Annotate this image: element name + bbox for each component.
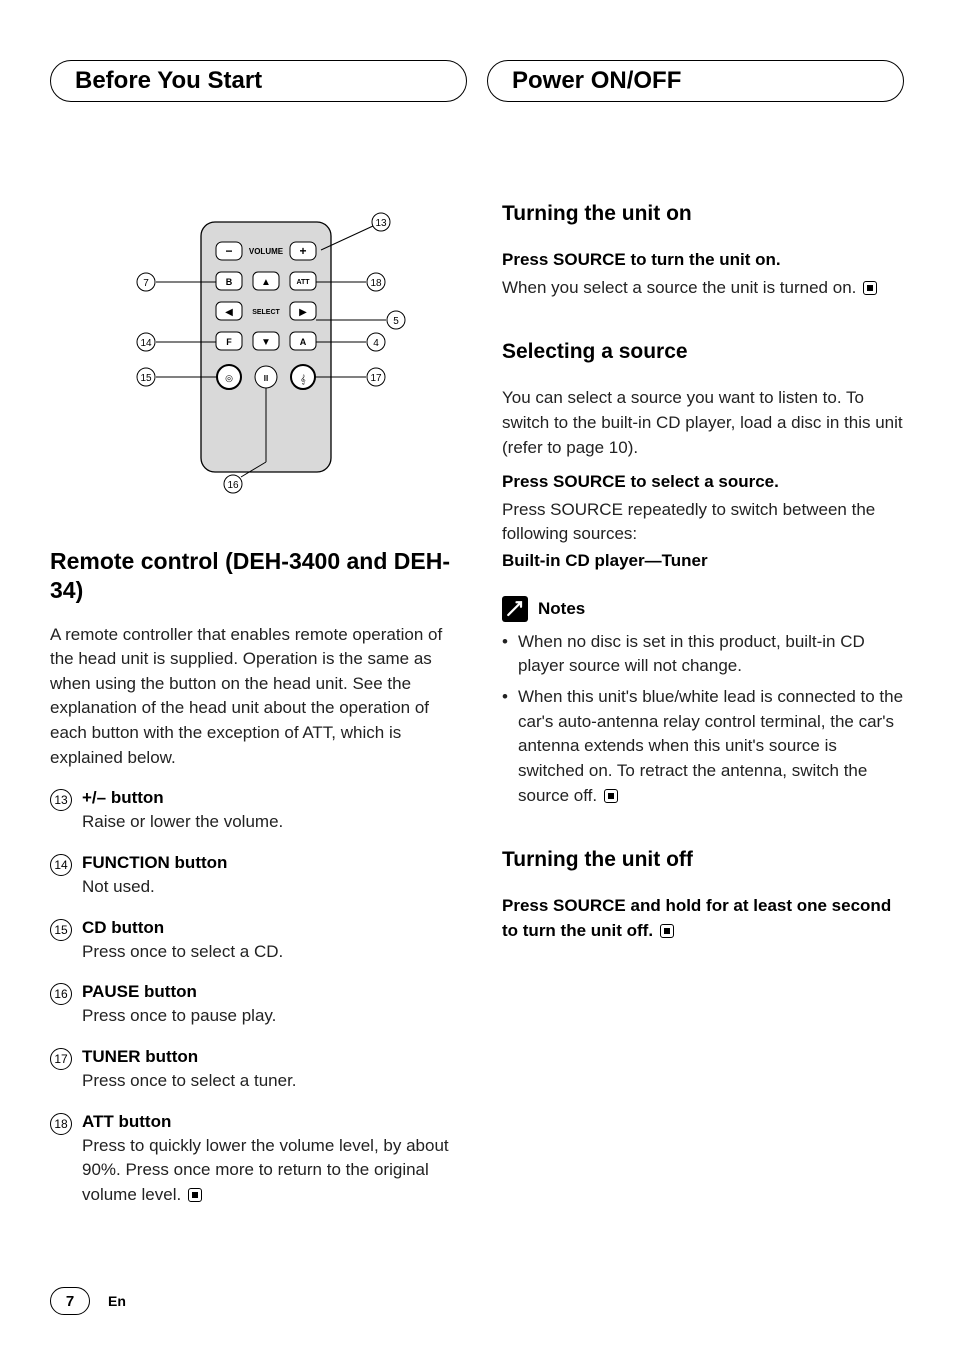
button-item: 14 FUNCTION button Not used. — [50, 853, 452, 900]
remote-intro: A remote controller that enables remote … — [50, 623, 452, 771]
header-left: Before You Start — [50, 60, 467, 102]
stop-icon — [660, 924, 674, 938]
turn-off-heading: Turning the unit off — [502, 848, 904, 872]
item-desc: Raise or lower the volume. — [82, 810, 452, 835]
item-number: 16 — [50, 983, 72, 1005]
remote-diagram: 13 − VOLUME + 7 B ▲ ATT 18 ◀ SELECT ▶ 5 — [50, 202, 452, 507]
svg-text:18: 18 — [370, 278, 382, 289]
select-source-intro: You can select a source you want to list… — [502, 386, 904, 460]
turn-on-bold: Press SOURCE to turn the unit on. — [502, 248, 904, 273]
select-source-heading: Selecting a source — [502, 340, 904, 364]
svg-text:◀: ◀ — [225, 307, 233, 318]
button-item: 15 CD button Press once to select a CD. — [50, 918, 452, 965]
svg-text:7: 7 — [143, 278, 149, 289]
item-number: 17 — [50, 1048, 72, 1070]
button-item: 17 TUNER button Press once to select a t… — [50, 1047, 452, 1094]
notes-header: Notes — [502, 596, 904, 622]
svg-text:+: + — [299, 244, 306, 258]
header-right: Power ON/OFF — [487, 60, 904, 102]
svg-text:▼: ▼ — [261, 337, 271, 348]
svg-text:16: 16 — [227, 480, 239, 491]
item-number: 13 — [50, 789, 72, 811]
item-title: ATT button — [82, 1112, 452, 1132]
svg-text:14: 14 — [140, 338, 152, 349]
item-desc: Press once to pause play. — [82, 1004, 452, 1029]
callout-13: 13 — [375, 218, 387, 229]
notes-icon — [502, 596, 528, 622]
stop-icon — [863, 281, 877, 295]
item-title: CD button — [82, 918, 452, 938]
turn-off-bold: Press SOURCE and hold for at least one s… — [502, 894, 904, 943]
svg-text:17: 17 — [370, 373, 382, 384]
svg-text:A: A — [300, 337, 307, 347]
svg-text:5: 5 — [393, 316, 399, 327]
svg-text:SELECT: SELECT — [252, 309, 280, 316]
remote-title: Remote control (DEH-3400 and DEH-34) — [50, 547, 452, 605]
svg-text:▲: ▲ — [261, 277, 271, 288]
button-item: 16 PAUSE button Press once to pause play… — [50, 982, 452, 1029]
left-column: 13 − VOLUME + 7 B ▲ ATT 18 ◀ SELECT ▶ 5 — [50, 202, 452, 1211]
item-title: PAUSE button — [82, 982, 452, 1002]
turn-on-heading: Turning the unit on — [502, 202, 904, 226]
turn-on-body: When you select a source the unit is tur… — [502, 276, 904, 301]
item-desc: Press once to select a tuner. — [82, 1069, 452, 1094]
svg-text:VOLUME: VOLUME — [249, 247, 284, 256]
svg-text:4: 4 — [373, 338, 379, 349]
svg-text:−: − — [225, 244, 232, 258]
svg-text:◎: ◎ — [225, 373, 233, 383]
item-title: FUNCTION button — [82, 853, 452, 873]
item-title: TUNER button — [82, 1047, 452, 1067]
svg-text:▶: ▶ — [299, 307, 307, 318]
footer: 7 En — [50, 1287, 126, 1315]
note-item: When this unit's blue/white lead is conn… — [502, 685, 904, 808]
sources-list: Built-in CD player—Tuner — [502, 549, 904, 574]
item-number: 14 — [50, 854, 72, 876]
svg-text:15: 15 — [140, 373, 152, 384]
svg-text:II: II — [264, 374, 268, 383]
item-number: 18 — [50, 1113, 72, 1135]
svg-text:ATT: ATT — [296, 279, 310, 286]
stop-icon — [604, 789, 618, 803]
right-column: Turning the unit on Press SOURCE to turn… — [502, 202, 904, 1211]
svg-text:𝄞: 𝄞 — [300, 374, 305, 385]
notes-list: When no disc is set in this product, bui… — [502, 630, 904, 808]
item-desc: Press once to select a CD. — [82, 940, 452, 965]
item-number: 15 — [50, 919, 72, 941]
header-tabs: Before You Start Power ON/OFF — [50, 60, 904, 102]
page-number: 7 — [50, 1287, 90, 1315]
button-item: 13 +/– button Raise or lower the volume. — [50, 788, 452, 835]
svg-text:B: B — [226, 277, 233, 287]
select-source-body: Press SOURCE repeatedly to switch betwee… — [502, 498, 904, 547]
item-desc: Press to quickly lower the volume level,… — [82, 1134, 452, 1208]
notes-label: Notes — [538, 599, 585, 619]
stop-icon — [188, 1188, 202, 1202]
button-item: 18 ATT button Press to quickly lower the… — [50, 1112, 452, 1208]
item-desc: Not used. — [82, 875, 452, 900]
item-title: +/– button — [82, 788, 452, 808]
svg-text:F: F — [226, 337, 232, 347]
select-source-bold: Press SOURCE to select a source. — [502, 470, 904, 495]
note-item: When no disc is set in this product, bui… — [502, 630, 904, 679]
language-code: En — [108, 1293, 126, 1309]
